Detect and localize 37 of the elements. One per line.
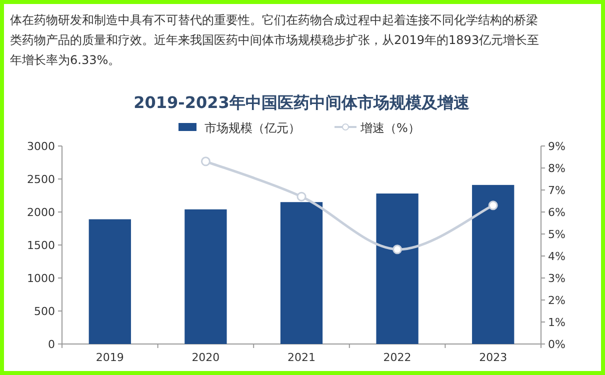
y2-tick-label: 4% [548,250,566,263]
point [200,156,210,166]
x-tick-label: 2021 [288,351,316,364]
text: 体在药物研发和制造中具有不可替代的重要性。它们在药物合成过程中起着连接不同化学结构的桥梁 [10,12,539,29]
text: 年增长率为6.33%。 [10,52,122,69]
bar [280,202,323,344]
legend-label: 市场规模（亿元） [204,121,300,135]
y-tick-label: 1000 [27,272,55,285]
bar [376,194,418,344]
chart-title: 2019-2023年中国医药中间体市场规模及增速 [134,93,470,112]
y2-tick-label: 7% [548,184,566,197]
y2-tick-label: 3% [548,272,566,285]
y-tick-label: 0 [48,338,55,351]
x-tick-label: 2019 [96,351,124,364]
x-tick-label: 2022 [383,351,412,364]
bar [88,219,131,344]
y-tick-label: 1500 [27,239,55,252]
y-tick-label: 3000 [27,140,55,153]
y2-tick-label: 8% [548,162,566,175]
text: 类药物产品的质量和疗效。近年来我国医药中间体市场规模稳步扩张，从2019年的1893亿元增长至 [10,32,540,49]
legend-label: 增速（%） [360,121,420,135]
y2-tick-label: 9% [548,140,566,153]
y2-tick-label: 2% [548,294,566,307]
point [296,192,306,202]
point [488,200,498,210]
y2-tick-label: 6% [548,206,566,219]
y2-tick-label: 5% [548,228,566,241]
x-tick-label: 2020 [192,351,220,364]
bar [472,184,514,344]
y2-tick-label: 0% [548,338,566,351]
y2-tick-label: 1% [548,316,566,329]
y-tick-label: 2000 [27,206,55,219]
point [392,244,402,254]
bar [184,209,227,344]
x-tick-label: 2023 [479,351,508,364]
y-tick-label: 500 [34,305,55,318]
y-tick-label: 2500 [27,173,55,186]
